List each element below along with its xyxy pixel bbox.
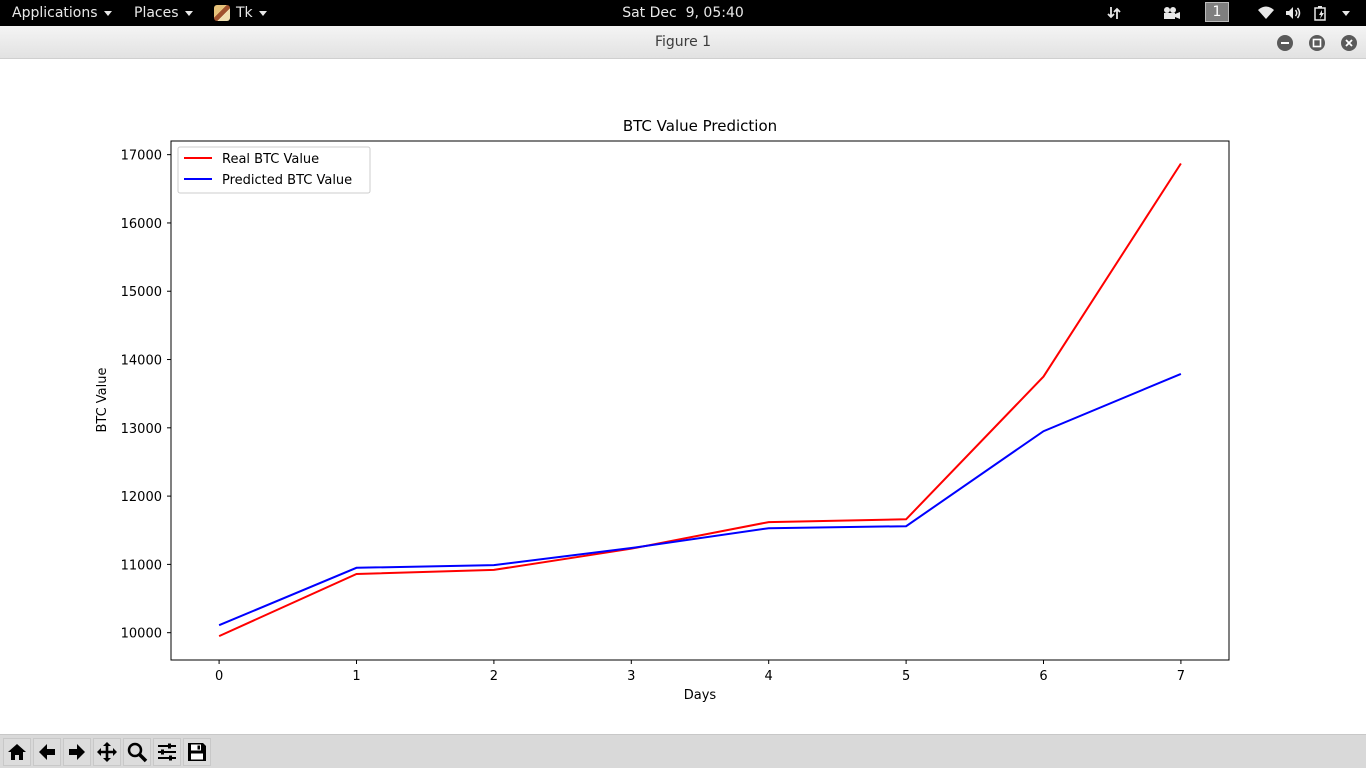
y-tick-label: 15000: [121, 285, 162, 300]
series-lines: [218, 162, 1182, 638]
app-menu-label: Tk: [236, 5, 253, 21]
y-tick-label: 16000: [121, 217, 162, 232]
chart-title: BTC Value Prediction: [623, 117, 777, 135]
y-tick-label: 13000: [121, 422, 162, 437]
workspace-indicator[interactable]: 1: [1205, 2, 1229, 22]
maximize-icon: [1312, 38, 1322, 48]
y-tick-label: 10000: [121, 627, 162, 642]
y-axis-label: BTC Value: [95, 367, 110, 432]
y-tick-label: 17000: [121, 149, 162, 164]
x-tick-label: 1: [352, 669, 360, 684]
x-tick-label: 7: [1177, 669, 1185, 684]
x-tick-label: 5: [902, 669, 910, 684]
x-axis-ticks: 0 1 2 3 4 5 6 7: [215, 660, 1185, 684]
x-axis-label: Days: [684, 688, 717, 703]
clock-container: Sat Dec 9, 05:40: [0, 0, 1366, 26]
legend-label-real: Real BTC Value: [222, 152, 319, 167]
y-tick-label: 12000: [121, 490, 162, 505]
legend-label-predicted: Predicted BTC Value: [222, 173, 352, 188]
app-menu[interactable]: Tk: [214, 0, 267, 26]
x-tick-label: 6: [1039, 669, 1047, 684]
tk-app-icon: [214, 5, 230, 21]
minimize-icon: [1281, 42, 1289, 44]
applications-menu[interactable]: Applications: [12, 0, 112, 26]
series-line-predicted: [218, 372, 1182, 627]
home-icon: [8, 744, 26, 760]
navigation-toolbar: [0, 734, 1366, 768]
zoom-icon: [127, 742, 148, 763]
system-menu-chevron-down-icon[interactable]: [1338, 0, 1354, 26]
y-axis-ticks: 10000 11000 12000 13000 14000 15000 16000 17000: [121, 149, 171, 642]
legend-box: [177, 146, 371, 194]
forward-button[interactable]: [63, 738, 91, 766]
pan-button[interactable]: [93, 738, 121, 766]
video-camera-icon[interactable]: [1161, 0, 1183, 26]
configure-subplots-icon: [158, 743, 176, 761]
places-menu[interactable]: Places: [134, 0, 193, 26]
clock[interactable]: Sat Dec 9, 05:40: [622, 5, 744, 21]
save-button[interactable]: [183, 738, 211, 766]
series-line-real: [218, 162, 1182, 638]
save-icon: [188, 743, 206, 761]
x-tick-label: 0: [215, 669, 223, 684]
back-icon: [39, 744, 55, 760]
network-transfer-icon[interactable]: [1104, 0, 1124, 26]
close-button[interactable]: [1341, 35, 1357, 51]
wifi-icon[interactable]: [1256, 0, 1276, 26]
applications-label: Applications: [12, 5, 98, 21]
minimize-button[interactable]: [1277, 35, 1293, 51]
window-title: Figure 1: [654, 34, 712, 50]
zoom-button[interactable]: [123, 738, 151, 766]
chevron-down-icon: [184, 10, 193, 16]
legend: Real BTC Value Predicted BTC Value: [177, 146, 371, 194]
forward-icon: [69, 744, 85, 760]
home-button[interactable]: [3, 738, 31, 766]
close-icon: [1345, 39, 1353, 47]
pan-icon: [97, 742, 117, 762]
battery-icon[interactable]: [1311, 0, 1331, 26]
chevron-down-icon: [103, 10, 112, 16]
back-button[interactable]: [33, 738, 61, 766]
window-titlebar[interactable]: Figure 1: [0, 26, 1366, 59]
plot-axes: [170, 140, 1230, 661]
y-tick-label: 14000: [121, 354, 162, 369]
x-tick-label: 4: [765, 669, 773, 684]
x-tick-label: 3: [627, 669, 635, 684]
volume-icon[interactable]: [1284, 0, 1304, 26]
configure-subplots-button[interactable]: [153, 738, 181, 766]
maximize-button[interactable]: [1309, 35, 1325, 51]
places-label: Places: [134, 5, 179, 21]
top-panel: Applications Places Tk Sat Dec 9, 05:40 …: [0, 0, 1366, 26]
chevron-down-icon: [258, 10, 267, 16]
x-tick-label: 2: [490, 669, 498, 684]
figure-canvas[interactable]: BTC Value Prediction 0 1 2 3 4 5 6 7 10000 11000…: [0, 59, 1366, 734]
y-tick-label: 11000: [121, 558, 162, 573]
